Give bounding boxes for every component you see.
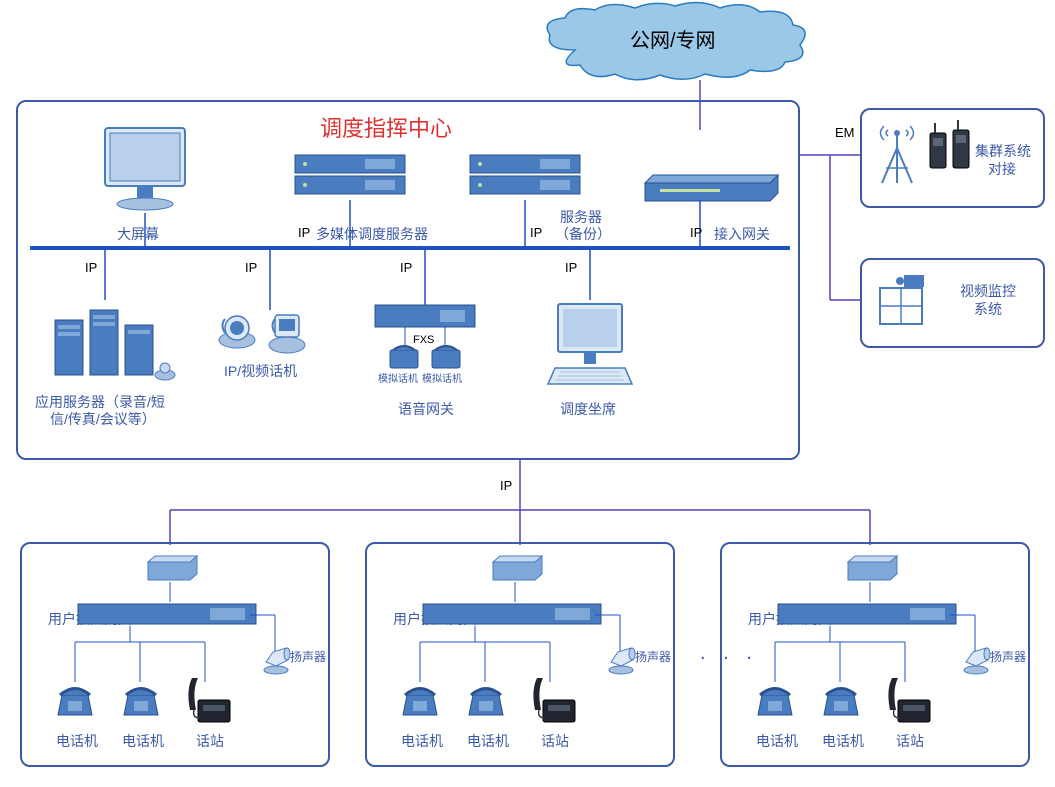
station-icon (525, 670, 580, 728)
phone-icon (461, 677, 511, 727)
station-label: 话站 (541, 732, 569, 750)
phone-icon (116, 677, 166, 727)
phone-label: 电话机 (122, 732, 164, 750)
ip-label: IP (500, 478, 512, 493)
phone-label: 电话机 (56, 732, 98, 750)
phone-icon (395, 677, 445, 727)
station-icon (880, 670, 935, 728)
phone-label: 电话机 (401, 732, 443, 750)
station-icon (180, 670, 235, 728)
station-label: 话站 (196, 732, 224, 750)
phone-icon (50, 677, 100, 727)
speaker-label: 扬声器 (990, 650, 1026, 666)
station-label: 话站 (896, 732, 924, 750)
speaker-label: 扬声器 (635, 650, 671, 666)
phone-label: 电话机 (467, 732, 509, 750)
phone-label: 电话机 (756, 732, 798, 750)
speaker-label: 扬声器 (290, 650, 326, 666)
phone-icon (750, 677, 800, 727)
phone-label: 电话机 (822, 732, 864, 750)
phone-icon (816, 677, 866, 727)
